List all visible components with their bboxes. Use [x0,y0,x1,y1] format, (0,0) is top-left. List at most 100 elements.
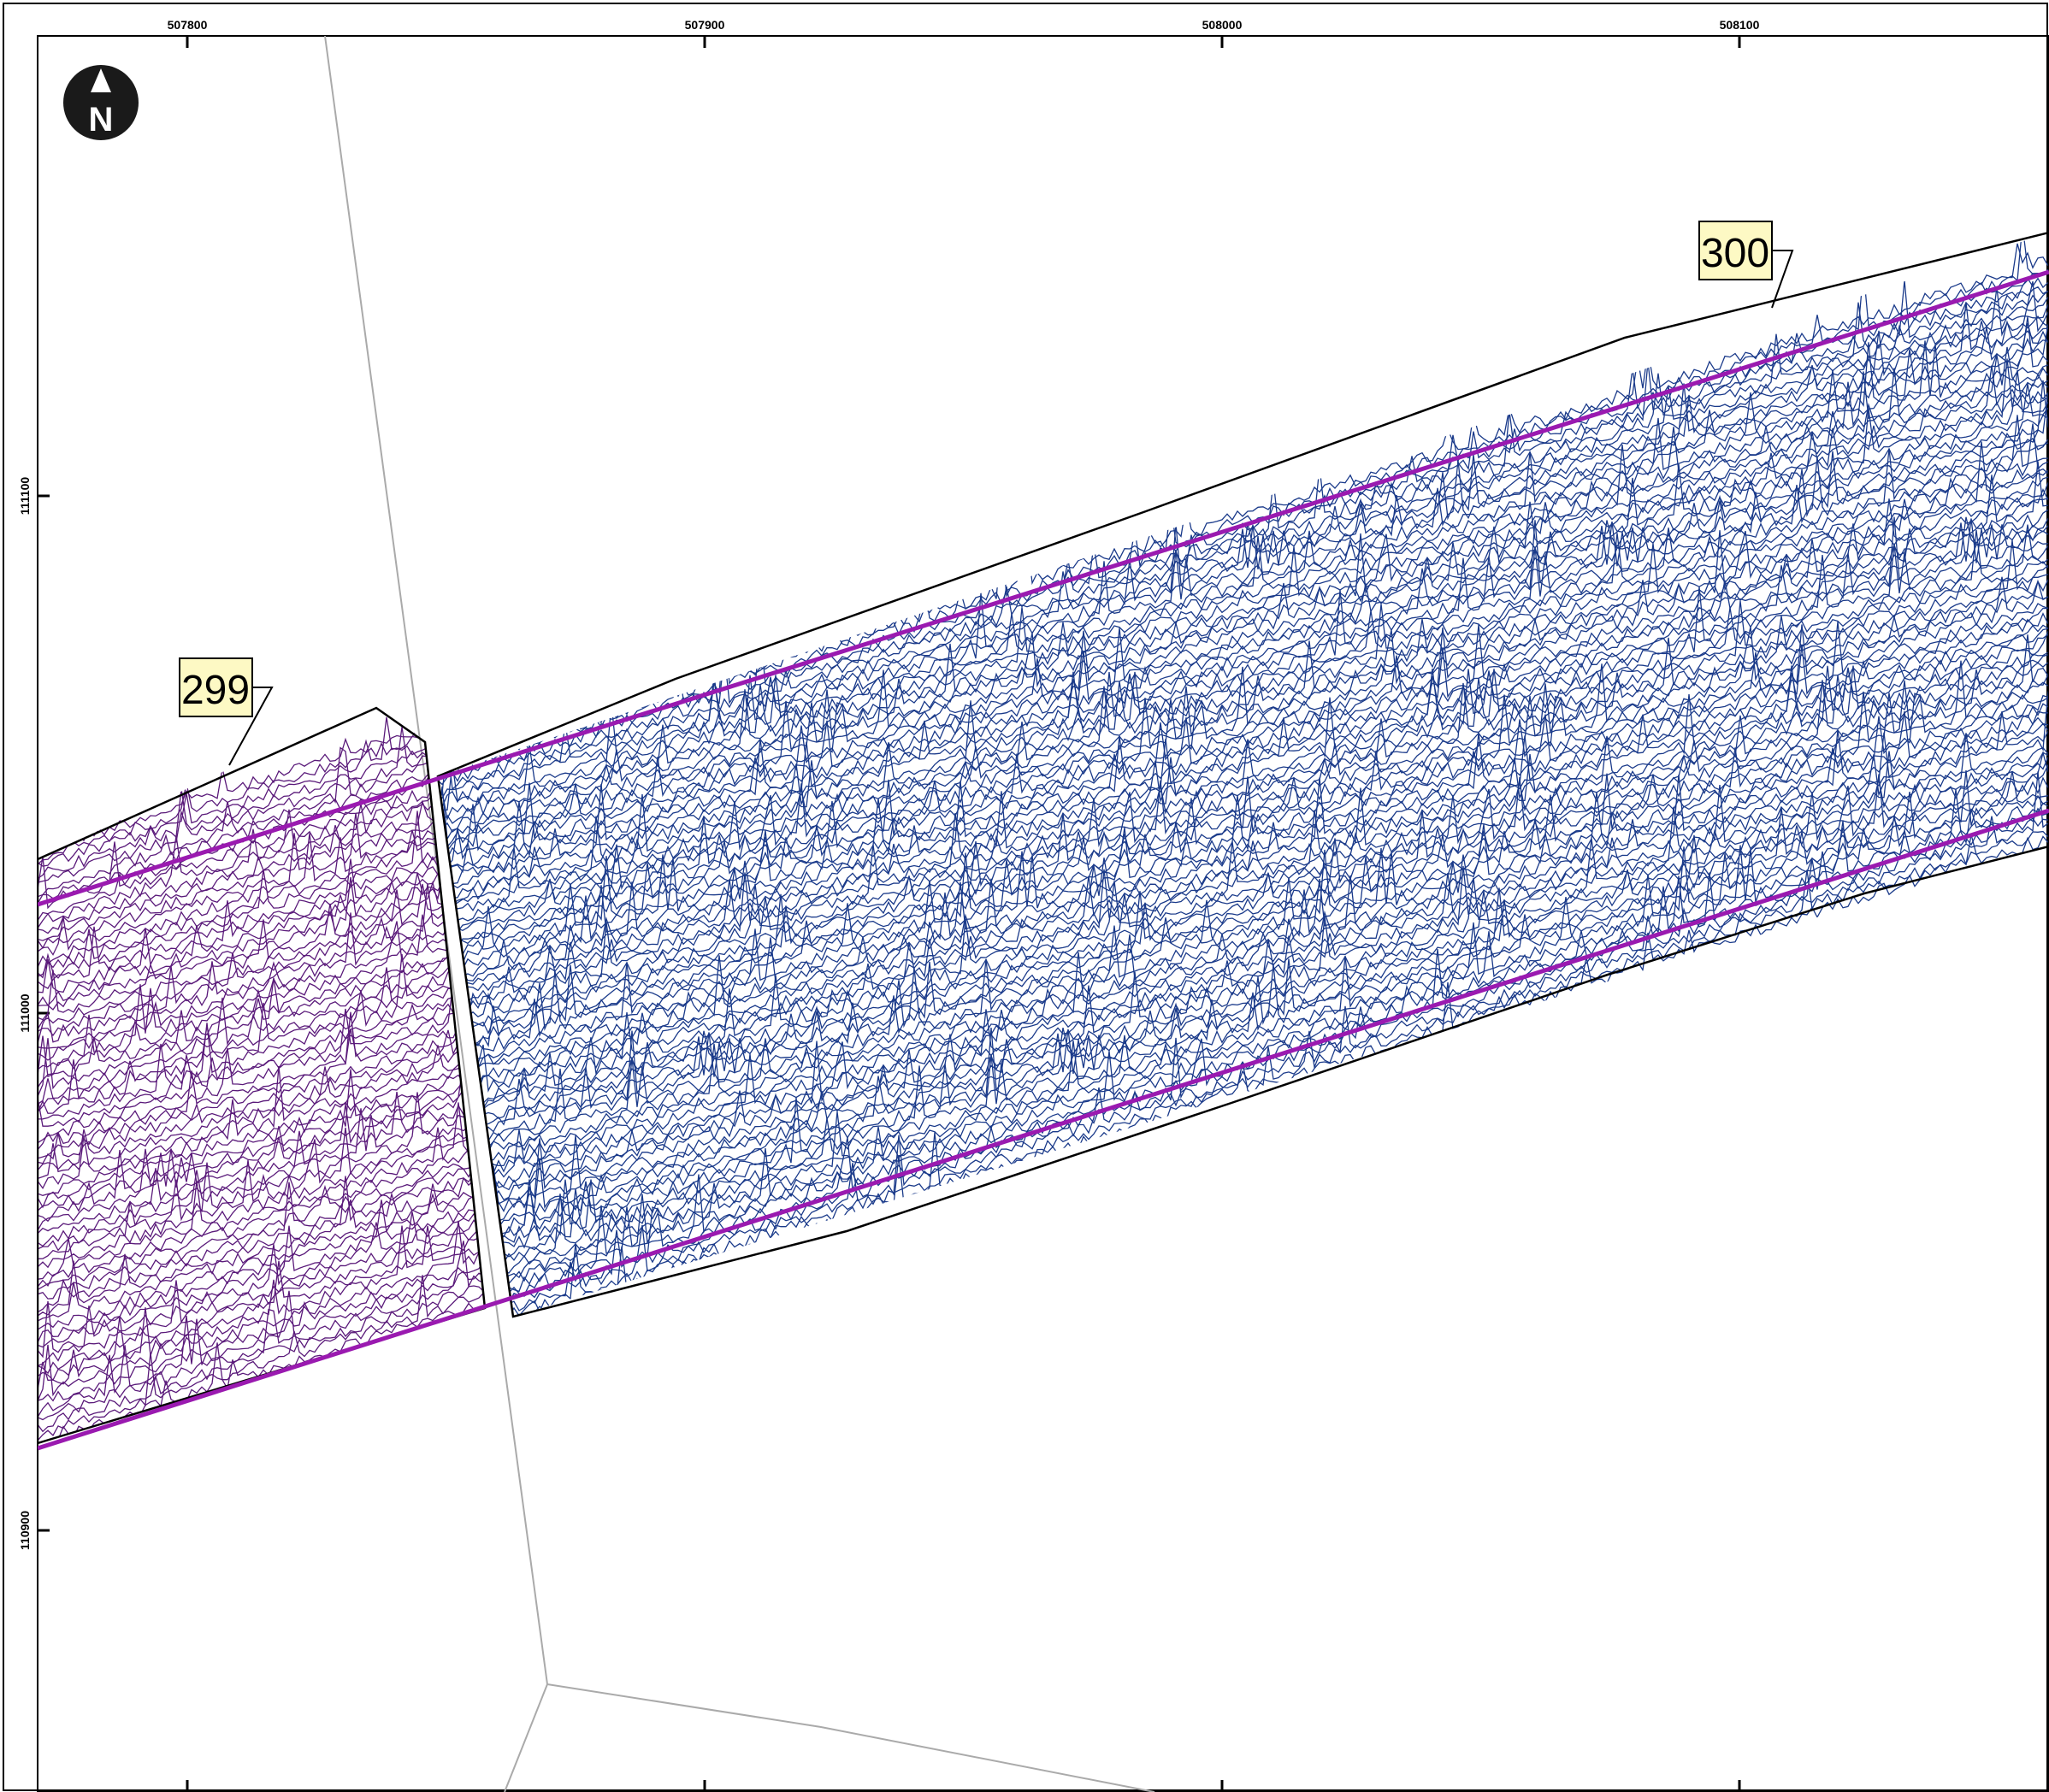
survey-line-300-trace [438,776,2049,1295]
survey-line-300-trace [438,280,2049,799]
survey-line-300-trace [438,304,2049,822]
survey-line-299-trace [38,1147,485,1291]
survey-line-300-trace [438,576,2049,1109]
survey-line-300-trace [438,770,2049,1301]
survey-line-299-trace [38,770,485,922]
survey-line-299-trace [38,1228,485,1375]
survey-line-300-trace [438,370,2049,918]
grid-x-label-508000: 508000 [1202,18,1243,32]
survey-line-300-trace [438,380,2049,946]
survey-line-299-trace [38,1029,485,1180]
line-label-299-callout: 299 [179,657,274,766]
grid-x-label-508100: 508100 [1720,18,1760,32]
survey-line-300-trace [438,703,2049,1223]
survey-line-300-trace [438,711,2049,1246]
survey-line-299-trace [38,1211,485,1367]
survey-line-300-traces [438,233,2049,1317]
survey-line-300-trace [438,539,2049,1087]
survey-line-300-trace [438,802,2049,1316]
survey-line-299-trace [38,1125,485,1269]
survey-line-299-trace [38,1061,485,1235]
survey-line-299-trace [38,1176,485,1322]
survey-line-300-trace [438,516,2049,1040]
survey-line-300-trace [438,545,2049,1061]
survey-line-299-trace [38,1164,485,1313]
survey-line-300-trace [438,383,2049,924]
survey-line-299-trace [38,716,485,880]
survey-line-300-trace [438,358,2049,914]
survey-line-299-trace [38,995,485,1151]
survey-line-299-trace [38,1151,485,1330]
survey-line-299-trace [38,990,485,1127]
survey-line-300-trace [438,469,2049,977]
survey-line-300-trace [438,516,2049,1031]
survey-line-299-trace [38,811,485,979]
north-arrow-letter: N [89,101,114,139]
survey-line-299-trace [38,1041,485,1190]
survey-line-300-trace [438,612,2049,1133]
survey-line-299-trace [38,1270,485,1418]
survey-line-300-trace [438,373,2049,889]
survey-line-299-trace [38,946,485,1097]
survey-line-299-trace [38,982,485,1159]
survey-line-300-trace [438,287,2049,824]
survey-line-300-trace [438,518,2049,1047]
survey-line-299-trace [38,707,485,853]
survey-line-299-outline [38,706,487,1445]
grid-x-label-507800: 507800 [168,18,208,32]
survey-line-299-trace [38,1172,485,1317]
survey-line-300-trace [438,441,2049,983]
survey-line-300-trace [438,830,2049,1317]
survey-line-300-trace [438,364,2049,878]
survey-line-299-trace [38,797,485,941]
line-label-299: 299 [181,668,250,713]
north-arrow-icon: N [63,65,139,140]
survey-line-300-trace [438,607,2049,1126]
survey-line-299-trace [38,1071,485,1211]
survey-line-300-trace [438,487,2049,1010]
survey-line-299-trace [38,872,485,1021]
survey-line-299-trace [38,1234,485,1382]
survey-line-299-trace [38,1285,485,1433]
grid-x-label-507900: 507900 [685,18,725,32]
survey-line-299-trace [38,1241,485,1421]
survey-line-299-traces [38,703,485,1443]
survey-line-300-trace [438,579,2049,1095]
survey-line-299-trace [38,900,485,1070]
survey-line-300-trace [438,277,2049,798]
survey-line-300-trace [438,322,2049,852]
survey-line-299-trace [38,993,485,1144]
survey-line-299-trace [38,1275,485,1441]
survey-line-edges [38,269,2049,1451]
survey-line-299-trace [38,850,485,989]
survey-line-300-trace [438,391,2049,901]
parcel-boundary-lines [324,36,1155,1792]
survey-line-300-trace [438,769,2049,1308]
survey-line-300-trace [438,693,2049,1207]
survey-line-299-trace [38,880,485,1030]
survey-line-299-trace [38,727,485,883]
survey-line-299-trace [38,1036,485,1223]
survey-line-299-trace [38,765,485,928]
survey-line-300-trace [438,634,2049,1150]
survey-line-300-trace [438,423,2049,973]
survey-line-299-trace [38,716,485,867]
survey-line-299-trace [38,1092,485,1260]
survey-line-299-trace [38,1087,485,1231]
survey-line-299-trace [38,1052,485,1209]
survey-line-300-trace [438,752,2049,1267]
survey-line-300-trace [438,630,2049,1157]
survey-line-300-trace [438,316,2049,868]
survey-line-300-trace [438,481,2049,999]
survey-line-300-trace [438,442,2049,960]
survey-line-299-trace [38,1019,485,1164]
survey-line-300-trace [438,461,2049,1016]
survey-line-300-trace [438,710,2048,1227]
survey-line-299-trace [38,1260,485,1402]
survey-line-299-trace [38,850,485,993]
survey-line-300-trace [438,475,2049,1009]
survey-line-300-trace [438,323,2049,862]
survey-line-299-trace [38,897,485,1044]
survey-line-299-trace [38,1086,485,1252]
